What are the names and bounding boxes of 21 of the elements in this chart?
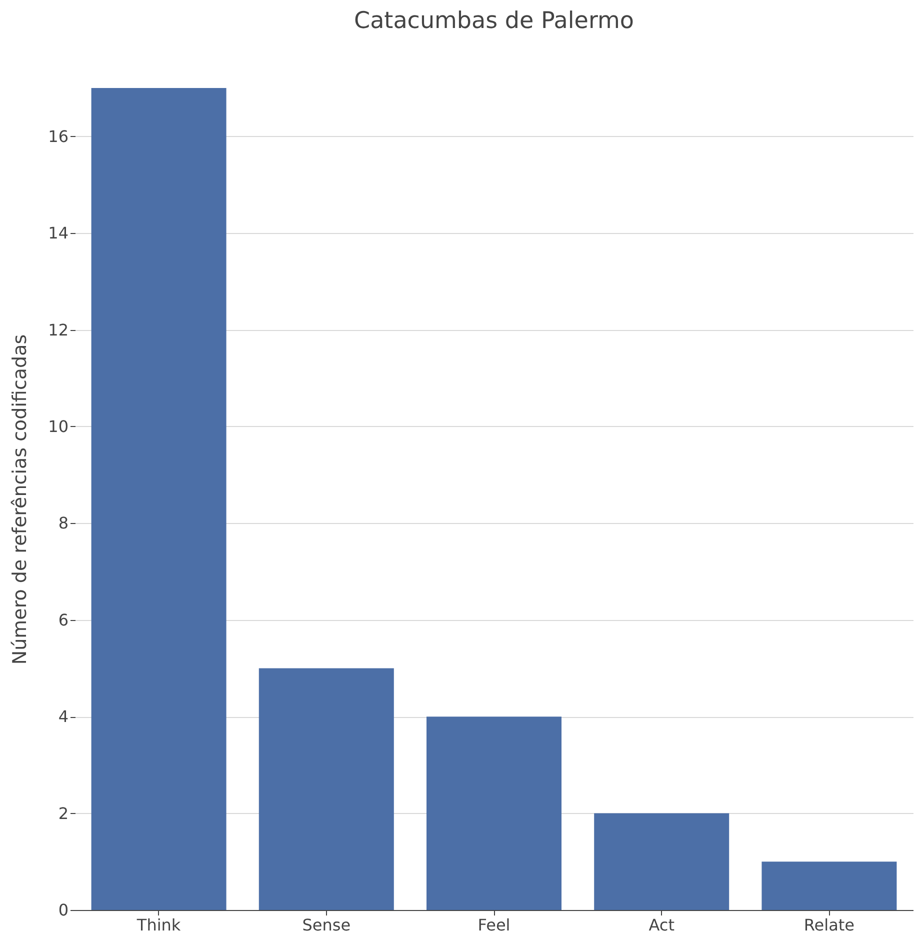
x-tick-label: Act — [648, 916, 674, 934]
y-tick-label: 10 — [48, 416, 68, 436]
x-tick-label: Feel — [478, 916, 510, 934]
y-tick-label: 12 — [48, 320, 68, 340]
chart-title: Catacumbas de Palermo — [354, 8, 634, 34]
bar — [258, 668, 394, 910]
y-tick-label: 4 — [58, 707, 68, 726]
bar — [762, 862, 897, 910]
bar — [426, 716, 562, 910]
x-tick-label: Relate — [804, 916, 855, 934]
y-tick-label: 14 — [48, 224, 68, 243]
y-tick-label: 8 — [58, 514, 68, 533]
y-tick-label: 6 — [58, 610, 68, 630]
y-axis-title: Número de referências codificadas — [9, 334, 32, 665]
bar — [91, 88, 226, 910]
x-tick-label: Sense — [302, 916, 351, 934]
y-tick-label: 16 — [48, 126, 68, 146]
x-tick-label: Think — [136, 916, 182, 934]
y-tick-label: 2 — [58, 804, 68, 823]
bar — [594, 813, 730, 910]
y-tick-label: 0 — [58, 900, 68, 920]
